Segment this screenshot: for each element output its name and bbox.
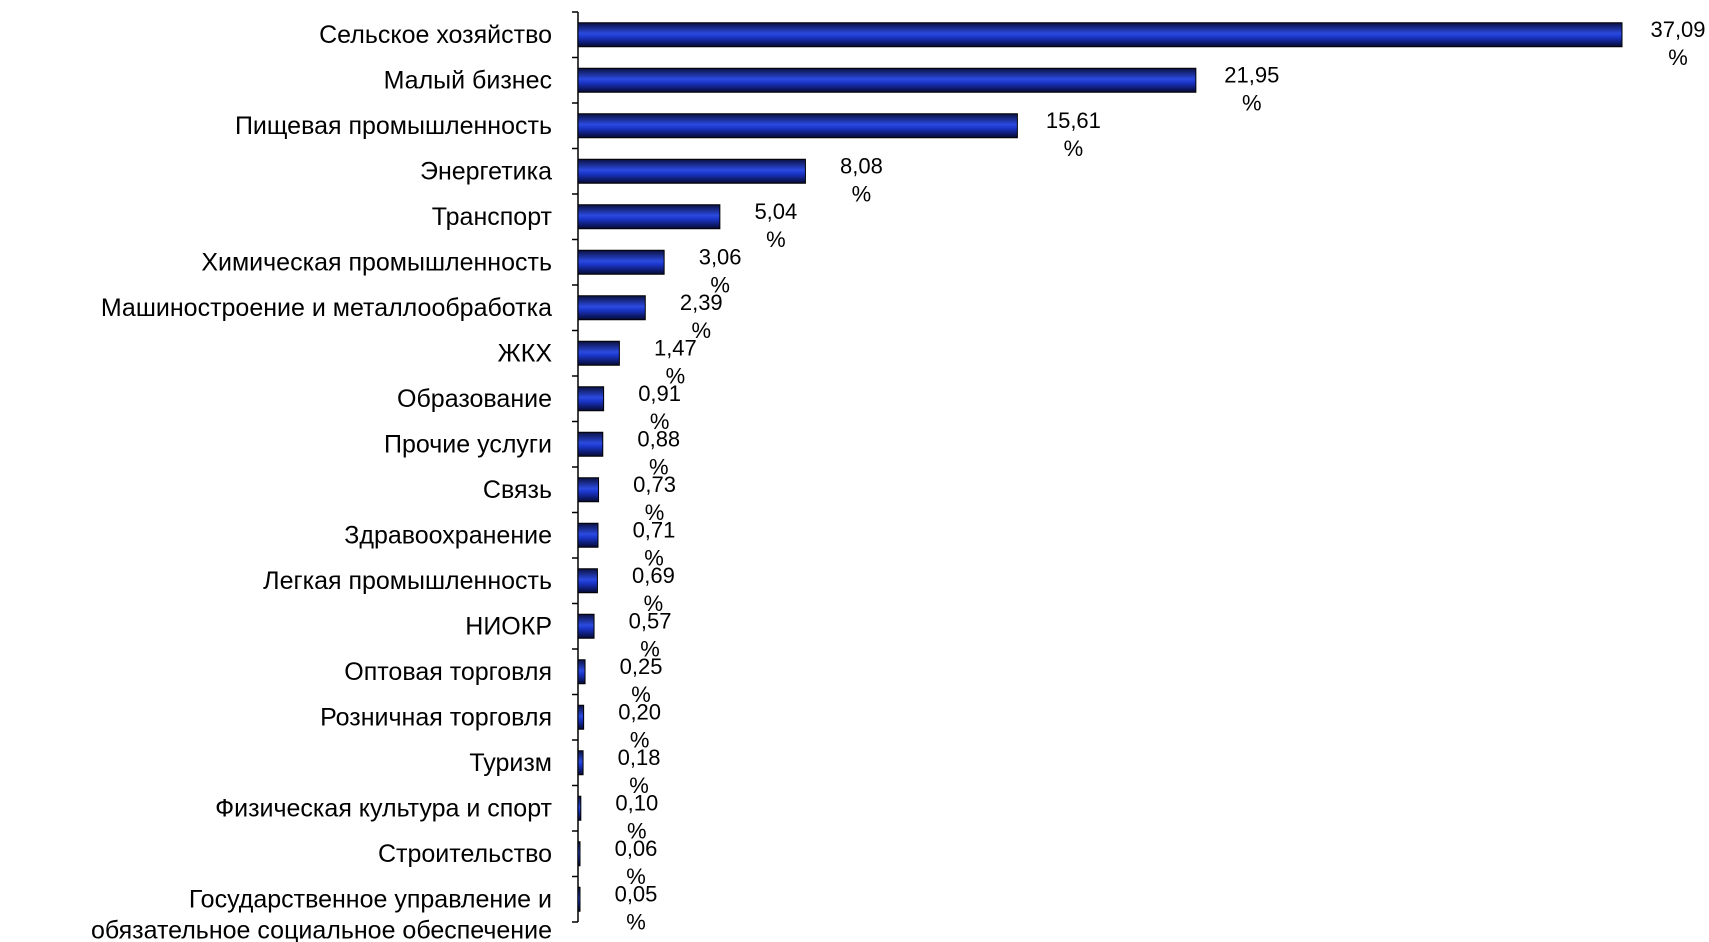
value-label: 0,91% [638,381,681,434]
bar [577,613,595,639]
value-label: 1,47% [654,335,697,388]
bar [577,841,581,867]
category-label: Машиностроение и металлообработка [101,294,552,322]
category-label: Энергетика [420,157,552,185]
category-label: ЖКХ [498,339,553,367]
bar [577,431,604,457]
bar [577,295,646,321]
value-labels: 37,09 % 21,95 % 15,61 % 8,08 % 5,04 % 3,06 %2,39 %1,… [615,17,1706,935]
category-label: Образование [397,385,552,413]
value-label: 0,06% [615,836,658,889]
bar [577,67,1197,93]
bar [577,568,598,594]
bar [577,522,599,548]
bar [577,113,1018,139]
category-label: Здравоохранение [344,521,552,549]
category-label: Транспорт [432,203,553,231]
value-label: 8,08% [840,153,883,206]
value-label: 0,73% [633,472,676,525]
value-label: 0,10% [615,790,658,843]
bar [577,249,665,275]
bar [577,477,600,503]
value-label: 21,95% [1224,62,1279,115]
bar [577,340,620,366]
bar [577,158,806,184]
value-label: 0,05% [615,881,658,934]
category-label: Пищевая промышленность [235,112,552,140]
category-label: Строительство [378,840,552,868]
y-axis [572,11,579,923]
value-label: 0,71% [633,517,676,570]
category-label: Сельское хозяйство [319,21,552,49]
category-label: Малый бизнес [384,66,552,94]
value-label: 0,69% [632,563,675,616]
value-label: 0,20% [618,699,661,752]
value-label: 0,88% [637,426,680,479]
value-label: 0,57% [629,608,672,661]
bars-group [577,22,1623,912]
bar [577,386,605,412]
category-label: Туризм [469,749,552,777]
category-label: Легкая промышленность [263,567,552,595]
bar [577,750,584,776]
category-label: Прочие услуги [384,430,552,458]
value-label: 0,18% [618,745,661,798]
category-label: Химическая промышленность [201,248,552,276]
category-label: НИОКР [465,612,552,640]
bar [577,795,582,821]
bar [577,659,586,685]
bar [577,204,721,230]
value-label: 0,25% [620,654,663,707]
value-label: 15,61% [1046,108,1101,161]
category-label: Связь [483,476,552,504]
value-label: 37,09% [1650,17,1705,70]
category-label: Розничная торговля [320,703,552,731]
value-label: 5,04% [754,199,797,252]
category-label: Физическая культура и спорт [215,794,552,822]
category-labels: Сельское хозяйство Малый бизнес Пищевая пр… [91,21,553,942]
bar [577,22,1623,48]
value-label: 3,06% [699,244,742,297]
category-label: Оптовая торговля [344,658,552,686]
bar [577,886,581,912]
value-label: 2,39% [680,290,723,343]
bar [577,704,585,730]
category-label: Государственное управление и обязательное… [91,885,552,942]
